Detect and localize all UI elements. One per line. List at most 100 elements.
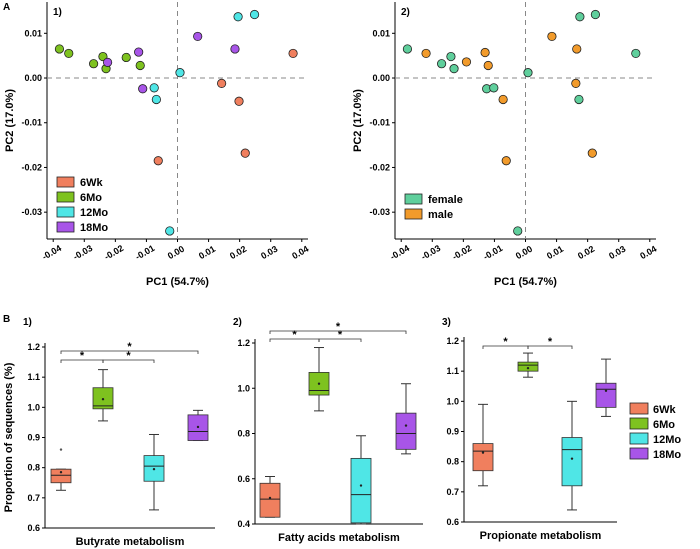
significance-bracket [527,345,573,349]
x-tick-label: 0.03 [259,244,279,261]
legend-swatch [629,447,649,460]
y-tick-label: 0.00 [24,73,42,83]
point-12mo [149,83,159,93]
y-tick-label: 1.1 [446,366,459,376]
panel-number: 1) [23,317,32,328]
x-tick-label: -0.02 [102,243,125,262]
point-male [501,156,511,166]
point-12mo [249,9,260,20]
x-tick-label: 0.01 [545,244,565,261]
y-tick-label: 1.2 [446,336,459,346]
point-male [498,94,508,105]
box-6wk [50,468,72,484]
y-tick-label: 0.6 [27,523,40,533]
significance-star: * [292,329,297,341]
significance-star: * [503,336,508,348]
significance-star: * [338,329,343,341]
legend-label: female [428,194,463,206]
legend-label: 6Wk [653,404,677,416]
y-tick-label: 1.1 [27,372,40,382]
y-tick-label: 0.00 [372,73,390,83]
x-tick-label: 0.00 [514,244,534,261]
y-tick-label: 0.6 [446,517,459,527]
x-tick-label: 0.02 [576,244,596,261]
mean-dot-18mo [196,425,200,429]
y-tick-label: -0.03 [21,207,42,217]
panel-number: 2) [401,7,410,18]
y-axis-title: Proportion of sequences (%) [3,362,15,512]
x-tick-label: -0.01 [134,243,157,262]
legend-label: 18Mo [653,449,681,461]
point-female [513,226,523,236]
legend-swatch [404,193,423,205]
legend-label: 6Wk [80,177,104,189]
legend-label: 12Mo [653,434,681,446]
y-tick-label: 0.8 [446,457,459,467]
point-18mo [102,57,113,67]
mean-dot-12mo [152,467,156,471]
significance-bracket [102,359,155,363]
y-tick-label: 0.8 [27,463,40,473]
x-tick-label: -0.04 [388,243,411,262]
legend-swatch [404,208,423,220]
y-tick-label: 1.2 [237,338,250,348]
x-tick-label: 0.03 [607,244,627,261]
y-tick-label: 0.4 [237,519,250,529]
x-tick-label: -0.03 [419,243,442,262]
point-male [421,48,431,59]
point-6wk [288,48,298,59]
mean-dot-12mo [359,484,363,487]
y-axis-title: PC2 (17.0%) [352,89,364,152]
point-6mo [64,48,74,59]
x-tick-label: 0.00 [166,244,186,261]
mean-dot-6mo [101,397,105,401]
y-tick-label: 0.9 [446,427,459,437]
y-tick-label: 1.0 [446,396,459,406]
legend-swatch [629,432,649,445]
point-male [480,47,490,58]
significance-bracket [269,330,407,334]
point-12mo [233,12,243,22]
boxplot-fatty-acids: 1.2 1.0 0.8 0.6 0.4 2) Fatty acids metabolism *… [233,317,423,544]
significance-star: * [336,321,341,333]
box-6mo [517,361,539,372]
boxplot-legend: 6Wk 6Mo 12Mo 18Mo [629,402,681,461]
legend-swatch [56,221,75,233]
x-tick-label: 0.01 [197,244,217,261]
mean-dot-6mo [526,366,530,370]
x-axis-title: Propionate metabolism [480,530,602,542]
point-6mo [54,44,65,54]
significance-star: * [548,336,553,348]
x-axis-title: PC1 (54.7%) [146,276,209,288]
x-tick-label: -0.02 [450,243,473,262]
point-18mo [230,44,240,54]
legend-label: 6Mo [80,192,102,204]
point-female [590,9,601,20]
mean-dot-6mo [317,382,321,385]
significance-star: * [80,350,85,362]
point-female [523,68,533,78]
point-male [547,31,557,42]
point-male [461,57,472,67]
point-male [483,60,493,71]
box-12mo [350,457,372,524]
point-female [574,94,584,105]
legend-label: 6Mo [653,419,675,431]
panel-b-label: B [3,314,10,325]
panel-number: 3) [442,317,451,328]
point-female [575,12,585,22]
mean-dot-18mo [404,424,408,427]
y-tick-label: -0.02 [369,162,390,172]
legend-label: male [428,209,453,221]
panel-a-label: A [3,2,10,13]
box-18mo [395,412,417,450]
legend-swatch [56,176,75,188]
point-6mo [89,59,99,69]
x-axis-title: Fatty acids metabolism [278,532,400,544]
y-tick-label: 0.6 [237,474,250,484]
point-male [572,44,582,54]
y-tick-label: 0.01 [372,28,390,38]
mean-dot-6wk [268,496,272,500]
legend-swatch [56,206,75,218]
